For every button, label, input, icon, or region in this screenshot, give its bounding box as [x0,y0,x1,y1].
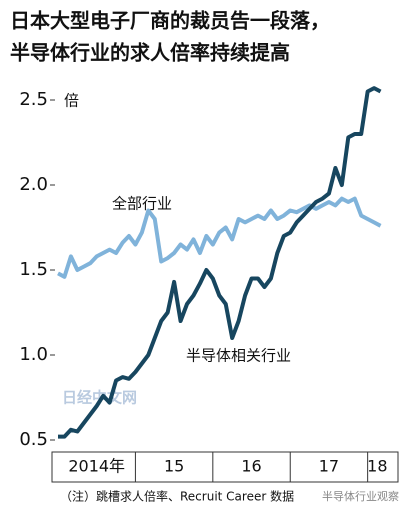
y-tick-label: 1.0 [19,344,48,365]
x-tick-label: 15 [164,457,184,476]
footnote: （注）跳槽求人倍率、Recruit Career 数据 [60,489,294,504]
x-tick-label: 18 [367,457,387,476]
y-tick-label: 2.5 [19,89,48,110]
y-tick-label: 2.0 [19,174,48,195]
series-label: 半导体相关行业 [186,347,291,365]
series-line [57,196,382,279]
watermark: 半导体行业观察 [322,489,399,503]
y-tick-label: 0.5 [19,429,48,450]
x-axis-band [51,451,399,483]
y-tick-label: 1.5 [19,259,48,280]
series-line [58,86,382,439]
watermark: 日经中文网 [62,389,137,407]
chart-title: 半导体行业的求人倍率持续提高 [10,41,290,65]
x-tick-label: 2014年 [68,457,125,476]
x-tick-label: 16 [241,457,261,476]
y-unit: 倍 [64,92,79,110]
chart-title: 日本大型电子厂商的裁员告一段落， [10,9,330,33]
x-tick-label: 17 [319,457,339,476]
series-label: 全部行业 [112,195,172,213]
